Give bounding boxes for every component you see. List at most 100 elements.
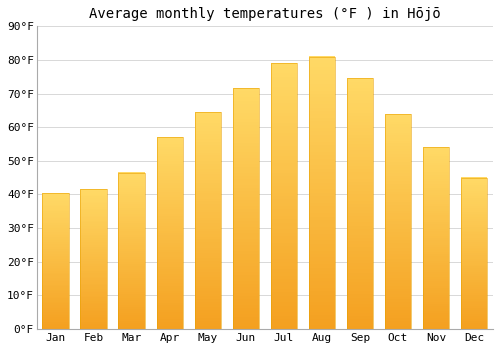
Bar bbox=[156, 307, 183, 310]
Bar bbox=[42, 220, 69, 222]
Bar bbox=[308, 104, 335, 107]
Bar bbox=[308, 121, 335, 125]
Bar bbox=[232, 305, 259, 308]
Bar bbox=[460, 221, 487, 223]
Bar bbox=[346, 122, 374, 125]
Bar bbox=[384, 299, 411, 302]
Bar bbox=[460, 285, 487, 287]
Bar bbox=[384, 283, 411, 286]
Bar bbox=[308, 135, 335, 138]
Bar bbox=[422, 179, 450, 181]
Bar bbox=[232, 232, 259, 236]
Bar bbox=[80, 229, 107, 231]
Bar bbox=[118, 305, 145, 307]
Bar bbox=[156, 156, 183, 159]
Bar bbox=[118, 278, 145, 280]
Bar bbox=[194, 150, 221, 153]
Bar bbox=[384, 234, 411, 237]
Bar bbox=[42, 322, 69, 324]
Bar bbox=[194, 294, 221, 296]
Bar bbox=[460, 230, 487, 232]
Bar bbox=[42, 295, 69, 296]
Bar bbox=[80, 322, 107, 324]
Bar bbox=[346, 316, 374, 320]
Bar bbox=[232, 118, 259, 121]
Bar bbox=[194, 177, 221, 180]
Bar bbox=[194, 313, 221, 315]
Bar bbox=[232, 320, 259, 323]
Bar bbox=[270, 86, 297, 90]
Bar bbox=[156, 262, 183, 264]
Bar bbox=[232, 275, 259, 278]
Bar bbox=[80, 198, 107, 200]
Bar bbox=[80, 327, 107, 329]
Bar bbox=[42, 240, 69, 242]
Bar bbox=[194, 193, 221, 196]
Bar bbox=[42, 230, 69, 232]
Bar bbox=[422, 181, 450, 184]
Bar bbox=[232, 284, 259, 287]
Bar bbox=[232, 127, 259, 131]
Bar bbox=[460, 210, 487, 212]
Bar bbox=[308, 285, 335, 288]
Bar bbox=[346, 326, 374, 329]
Bar bbox=[308, 152, 335, 155]
Bar bbox=[308, 291, 335, 295]
Bar bbox=[422, 199, 450, 202]
Bar bbox=[346, 135, 374, 138]
Bar bbox=[232, 139, 259, 142]
Bar bbox=[460, 312, 487, 314]
Bar bbox=[118, 198, 145, 200]
Bar bbox=[232, 173, 259, 176]
Bar bbox=[308, 131, 335, 135]
Bar bbox=[460, 314, 487, 316]
Bar bbox=[308, 57, 335, 329]
Bar bbox=[156, 314, 183, 317]
Bar bbox=[118, 215, 145, 217]
Bar bbox=[118, 233, 145, 235]
Bar bbox=[270, 292, 297, 296]
Bar bbox=[80, 215, 107, 217]
Bar bbox=[80, 257, 107, 259]
Bar bbox=[194, 245, 221, 247]
Bar bbox=[42, 283, 69, 285]
Bar bbox=[270, 319, 297, 322]
Bar bbox=[118, 182, 145, 184]
Bar bbox=[422, 322, 450, 324]
Bar bbox=[384, 197, 411, 200]
Bar bbox=[232, 158, 259, 161]
Bar bbox=[270, 149, 297, 153]
Bar bbox=[270, 143, 297, 146]
Bar bbox=[346, 132, 374, 135]
Bar bbox=[42, 204, 69, 206]
Bar bbox=[422, 213, 450, 215]
Bar bbox=[460, 202, 487, 204]
Bar bbox=[346, 94, 374, 97]
Bar bbox=[80, 292, 107, 294]
Bar bbox=[194, 315, 221, 318]
Bar bbox=[156, 187, 183, 190]
Bar bbox=[118, 321, 145, 323]
Bar bbox=[80, 296, 107, 298]
Bar bbox=[118, 252, 145, 254]
Bar bbox=[346, 235, 374, 238]
Bar bbox=[42, 286, 69, 288]
Bar bbox=[42, 218, 69, 220]
Bar bbox=[422, 281, 450, 284]
Bar bbox=[422, 258, 450, 261]
Bar bbox=[308, 90, 335, 94]
Bar bbox=[346, 100, 374, 104]
Bar bbox=[194, 174, 221, 177]
Bar bbox=[308, 220, 335, 223]
Bar bbox=[80, 189, 107, 191]
Bar bbox=[308, 159, 335, 162]
Bar bbox=[422, 156, 450, 159]
Bar bbox=[270, 275, 297, 279]
Bar bbox=[156, 192, 183, 195]
Bar bbox=[308, 97, 335, 101]
Bar bbox=[270, 139, 297, 143]
Bar bbox=[460, 177, 487, 180]
Bar bbox=[460, 187, 487, 189]
Bar bbox=[346, 275, 374, 279]
Bar bbox=[460, 219, 487, 221]
